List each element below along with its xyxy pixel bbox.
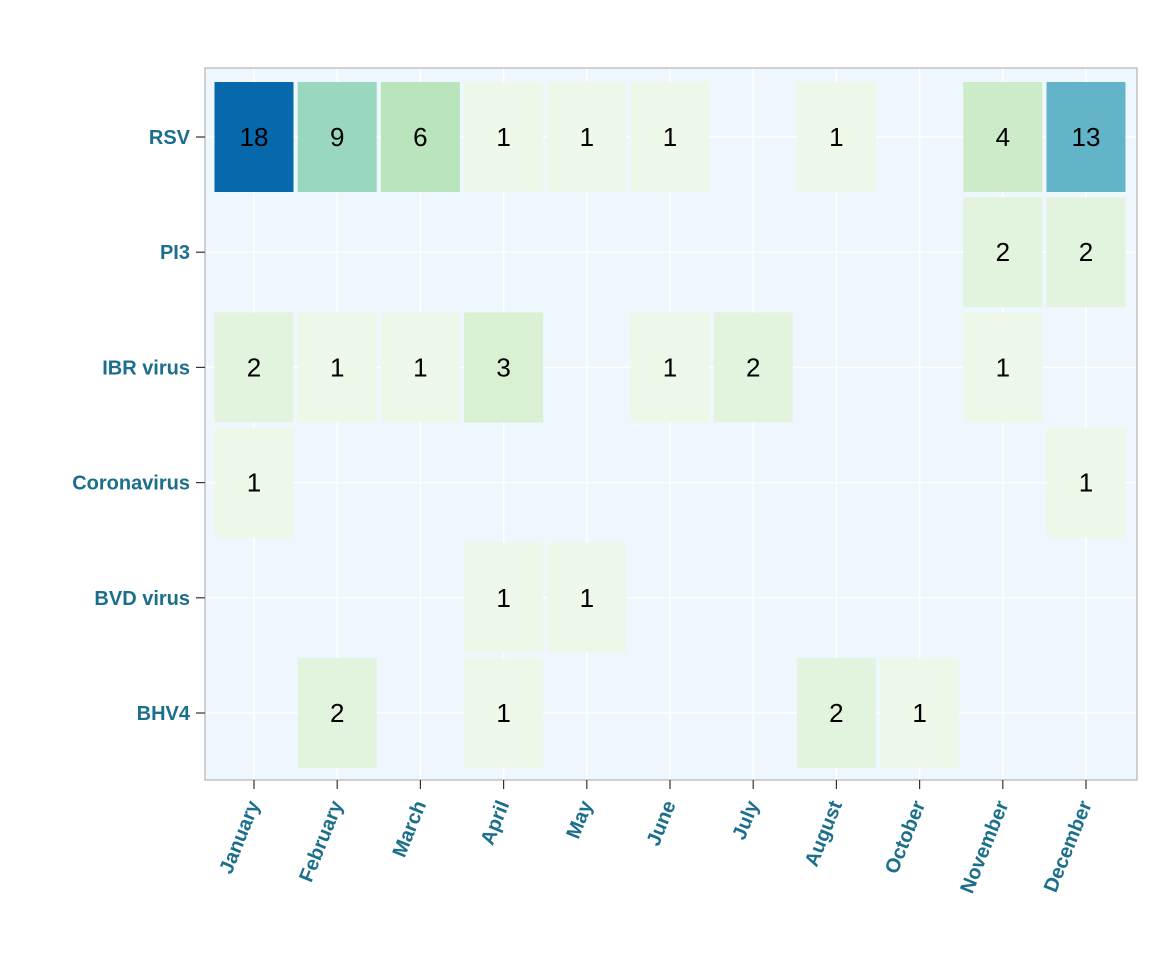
- cell-value-label: 1: [496, 122, 510, 152]
- cell-value-label: 1: [580, 583, 594, 613]
- cell-value-label: 1: [1079, 468, 1093, 498]
- cell-value-label: 6: [413, 122, 427, 152]
- cell-value-label: 4: [996, 122, 1010, 152]
- heatmap-cells: 18 9 6 1 1 1 1 4 132 22 1 1 3 1 2 11 11 12 1 2 1: [214, 82, 1126, 768]
- cell-value-label: 1: [663, 352, 677, 382]
- heatmap-cell: [630, 82, 710, 192]
- cell-value-label: 13: [1072, 122, 1101, 152]
- heatmap-cell: [380, 312, 460, 423]
- cell-value-label: 18: [240, 122, 269, 152]
- x-tick-label: January: [215, 797, 264, 877]
- heatmap-cell: [963, 312, 1043, 423]
- heatmap-cell: [214, 427, 294, 538]
- y-tick-label: Coronavirus: [72, 473, 190, 495]
- heatmap-cell: [963, 82, 1043, 192]
- heatmap-cell: [464, 542, 544, 653]
- cell-value-label: 2: [247, 352, 261, 382]
- y-tick-label: BVD virus: [94, 588, 190, 610]
- heatmap-cell: [1046, 82, 1126, 192]
- heatmap-cell: [796, 82, 876, 192]
- cell-value-label: 3: [496, 352, 510, 382]
- x-tick-label: March: [389, 798, 431, 861]
- cell-value-label: 1: [496, 698, 510, 728]
- y-tick-label: BHV4: [137, 703, 191, 725]
- x-tick-label: October: [881, 797, 930, 877]
- x-tick-label: February: [295, 797, 348, 885]
- heatmap-cell: [880, 658, 960, 768]
- x-tick-label: November: [956, 797, 1013, 896]
- heatmap-cell: [963, 197, 1043, 308]
- cell-value-label: 1: [829, 122, 843, 152]
- heatmap-cell: [630, 312, 710, 423]
- heatmap-cell: [464, 82, 544, 192]
- heatmap-cell: [297, 658, 377, 768]
- heatmap-cell: [214, 82, 294, 192]
- heatmap-cell: [297, 312, 377, 423]
- heatmap-cell: [464, 658, 544, 768]
- y-tick-label: PI3: [160, 242, 190, 264]
- x-tick-label: April: [477, 798, 514, 848]
- heatmap-cell: [547, 82, 627, 192]
- cell-value-label: 1: [663, 122, 677, 152]
- heatmap-cell: [464, 312, 544, 423]
- cell-value-label: 2: [330, 698, 344, 728]
- heatmap-cell: [796, 658, 876, 768]
- cell-value-label: 2: [746, 352, 760, 382]
- y-tick-label: IBR virus: [102, 357, 190, 379]
- x-tick-label: July: [728, 797, 764, 843]
- cell-value-label: 1: [413, 352, 427, 382]
- heatmap-cell: [713, 312, 793, 423]
- x-tick-label: May: [562, 797, 597, 842]
- y-tick-label: RSV: [149, 127, 191, 149]
- cell-value-label: 9: [330, 122, 344, 152]
- heatmap-cell: [547, 542, 627, 653]
- cell-value-label: 1: [496, 583, 510, 613]
- heatmap-cell: [1046, 197, 1126, 308]
- heatmap-cell: [380, 82, 460, 192]
- plot-panel-border: [204, 67, 1138, 781]
- x-tick-label: June: [643, 798, 681, 850]
- x-tick-label: December: [1040, 797, 1097, 895]
- heatmap-cell: [297, 82, 377, 192]
- cell-value-label: 2: [996, 237, 1010, 267]
- cell-value-label: 1: [247, 468, 261, 498]
- heatmap-cell: [1046, 427, 1126, 538]
- cell-value-label: 1: [996, 352, 1010, 382]
- cell-value-label: 1: [330, 352, 344, 382]
- cell-value-label: 2: [829, 698, 843, 728]
- cell-value-label: 2: [1079, 237, 1093, 267]
- cell-value-label: 1: [580, 122, 594, 152]
- cell-value-label: 1: [912, 698, 926, 728]
- x-tick-label: August: [801, 797, 847, 869]
- heatmap-cell: [214, 312, 294, 423]
